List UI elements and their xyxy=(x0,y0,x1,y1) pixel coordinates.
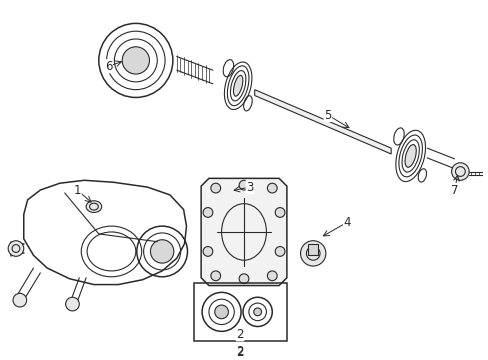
Circle shape xyxy=(300,241,325,266)
Text: 1: 1 xyxy=(74,184,81,197)
Polygon shape xyxy=(254,90,390,154)
Ellipse shape xyxy=(215,198,272,266)
Polygon shape xyxy=(201,178,286,285)
Ellipse shape xyxy=(233,75,243,96)
Circle shape xyxy=(451,163,468,180)
Circle shape xyxy=(214,305,228,319)
Circle shape xyxy=(13,293,27,307)
Bar xyxy=(308,244,317,255)
Circle shape xyxy=(210,183,220,193)
Text: 2: 2 xyxy=(236,346,244,359)
Circle shape xyxy=(275,247,285,256)
Circle shape xyxy=(267,271,277,281)
Circle shape xyxy=(122,47,149,74)
Circle shape xyxy=(203,247,212,256)
Polygon shape xyxy=(24,180,186,284)
Text: 4: 4 xyxy=(343,216,350,229)
Circle shape xyxy=(150,240,174,263)
Circle shape xyxy=(8,241,24,256)
Circle shape xyxy=(267,183,277,193)
Circle shape xyxy=(275,208,285,217)
Circle shape xyxy=(203,208,212,217)
Circle shape xyxy=(253,308,261,316)
Text: 2: 2 xyxy=(236,345,244,358)
Circle shape xyxy=(65,297,79,311)
Text: 6: 6 xyxy=(104,60,112,73)
Text: 2: 2 xyxy=(236,328,244,341)
Text: 7: 7 xyxy=(450,184,457,197)
Ellipse shape xyxy=(86,201,102,212)
Circle shape xyxy=(210,271,220,281)
Ellipse shape xyxy=(404,145,415,167)
Text: 5: 5 xyxy=(324,108,331,122)
Circle shape xyxy=(239,180,248,190)
Circle shape xyxy=(239,274,248,284)
Bar xyxy=(194,283,286,341)
Text: 3: 3 xyxy=(245,181,253,194)
